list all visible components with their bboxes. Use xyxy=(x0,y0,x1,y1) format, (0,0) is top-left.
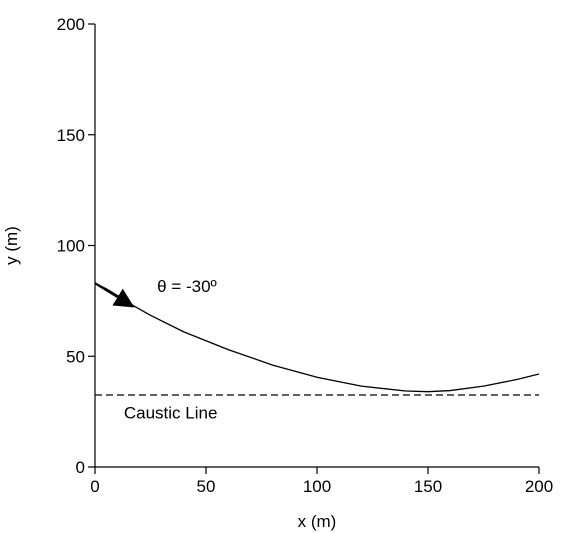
x-tick-label: 200 xyxy=(525,477,553,496)
y-tick-label: 150 xyxy=(57,126,85,145)
y-tick-label: 0 xyxy=(76,458,85,477)
x-tick-label: 150 xyxy=(414,477,442,496)
launch-arrow xyxy=(94,282,135,308)
trajectory-curve xyxy=(94,282,540,393)
y-tick-label: 50 xyxy=(66,347,85,366)
annotations: θ = -30º Caustic Line xyxy=(94,277,218,422)
x-tick-label: 100 xyxy=(303,477,331,496)
y-tick-label: 100 xyxy=(57,237,85,256)
series-group xyxy=(94,282,540,396)
x-tick-label: 50 xyxy=(197,477,216,496)
y-axis-label: y (m) xyxy=(2,226,21,265)
caustic-line-label: Caustic Line xyxy=(124,403,218,422)
y-tick-label: 200 xyxy=(57,15,85,34)
x-axis-label: x (m) xyxy=(298,512,337,531)
ticks: 0 50 100 150 200 0 50 100 150 200 xyxy=(57,15,554,496)
x-tick-label: 0 xyxy=(90,477,99,496)
angle-annotation: θ = -30º xyxy=(157,277,217,296)
axes xyxy=(94,24,539,468)
